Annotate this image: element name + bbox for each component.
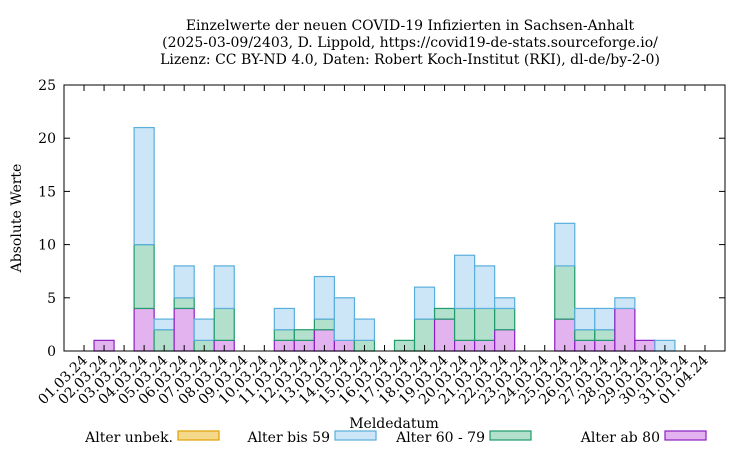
bar-segment bbox=[133, 307, 155, 352]
bar-segment bbox=[453, 254, 476, 310]
x-axis-label: Meldedatum bbox=[349, 416, 439, 432]
bar-segment bbox=[173, 265, 195, 299]
bar-segment bbox=[594, 307, 616, 331]
bar-segment bbox=[153, 318, 175, 331]
y-tick-label: 0 bbox=[47, 344, 56, 360]
bar-segment bbox=[574, 329, 596, 341]
bar-segment bbox=[614, 297, 636, 310]
bar-segment bbox=[173, 297, 195, 310]
plot-frame bbox=[63, 84, 726, 352]
bar-segment bbox=[554, 265, 576, 320]
bar-segment bbox=[433, 307, 456, 320]
y-tick-label: 5 bbox=[47, 291, 56, 307]
legend-swatch bbox=[334, 430, 377, 441]
bar-segment bbox=[474, 307, 496, 341]
bar-segment bbox=[213, 307, 235, 341]
bar-segment bbox=[313, 318, 336, 331]
bar-segment bbox=[293, 329, 315, 341]
bar-segment bbox=[133, 244, 155, 310]
legend-swatch bbox=[664, 430, 707, 441]
bar-segment bbox=[193, 318, 215, 341]
y-axis: 0 5 10 15 20 25 bbox=[38, 78, 725, 360]
bars bbox=[93, 126, 676, 352]
bar-segment bbox=[614, 307, 636, 352]
title-line-1: Einzelwerte der neuen COVID-19 Infiziert… bbox=[186, 18, 635, 34]
title-line-2: (2025-03-09/2403, D. Lippold, https://co… bbox=[162, 35, 658, 51]
bar-segment bbox=[333, 297, 356, 341]
bar-segment bbox=[453, 307, 476, 341]
legend-label: Alter unbek. bbox=[84, 430, 173, 446]
bar-segment bbox=[273, 329, 295, 341]
bar-segment bbox=[313, 275, 336, 320]
bar-segment bbox=[133, 126, 155, 246]
bar-segment bbox=[413, 286, 436, 320]
y-tick-label: 10 bbox=[38, 238, 56, 254]
bar-segment bbox=[213, 265, 235, 310]
x-axis: 01.03.2402.03.2403.03.2404.03.2405.03.24… bbox=[35, 85, 712, 408]
legend-label: Alter bis 59 bbox=[246, 430, 330, 446]
bar-segment bbox=[494, 297, 516, 310]
y-tick-label: 25 bbox=[38, 78, 56, 94]
bar-segment bbox=[273, 307, 295, 331]
title-line-3: Lizenz: CC BY-ND 4.0, Daten: Robert Koch… bbox=[160, 52, 660, 68]
bar-segment bbox=[353, 318, 376, 341]
y-tick-label: 15 bbox=[38, 184, 56, 200]
bar-segment bbox=[494, 307, 516, 331]
chart-title: Einzelwerte der neuen COVID-19 Infiziert… bbox=[160, 18, 660, 68]
bar-segment bbox=[474, 265, 496, 310]
bar-segment bbox=[594, 329, 616, 341]
bar-segment bbox=[173, 307, 195, 352]
y-tick-label: 20 bbox=[38, 131, 56, 147]
legend-label: Alter ab 80 bbox=[580, 430, 660, 446]
legend-label: Alter 60 - 79 bbox=[395, 430, 485, 446]
y-axis-label: Absolute Werte bbox=[9, 164, 25, 274]
legend: Alter unbek. Alter bis 59 Alter 60 - 79 Alt… bbox=[84, 430, 707, 446]
legend-swatch bbox=[177, 430, 220, 441]
bar-segment bbox=[554, 222, 576, 267]
legend-swatch bbox=[489, 430, 532, 441]
bar-segment bbox=[574, 307, 596, 331]
